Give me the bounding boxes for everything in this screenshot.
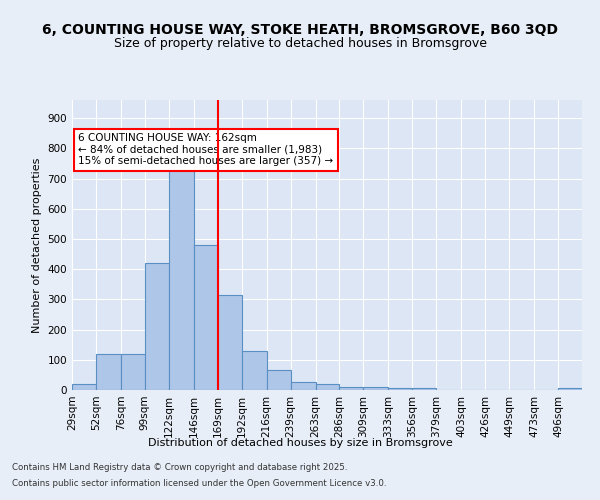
Bar <box>266 370 290 390</box>
Bar <box>388 388 412 390</box>
Text: Contains public sector information licensed under the Open Government Licence v3: Contains public sector information licen… <box>12 478 386 488</box>
Text: Distribution of detached houses by size in Bromsgrove: Distribution of detached houses by size … <box>148 438 452 448</box>
Text: 6, COUNTING HOUSE WAY, STOKE HEATH, BROMSGROVE, B60 3QD: 6, COUNTING HOUSE WAY, STOKE HEATH, BROM… <box>42 22 558 36</box>
Y-axis label: Number of detached properties: Number of detached properties <box>32 158 42 332</box>
Bar <box>218 295 242 390</box>
Bar <box>194 245 218 390</box>
Bar <box>145 263 169 390</box>
Text: 6 COUNTING HOUSE WAY: 162sqm
← 84% of detached houses are smaller (1,983)
15% of: 6 COUNTING HOUSE WAY: 162sqm ← 84% of de… <box>78 133 334 166</box>
Bar <box>340 387 364 390</box>
Bar <box>316 384 340 390</box>
Bar <box>364 387 388 390</box>
Bar <box>558 388 582 390</box>
Bar <box>169 170 194 390</box>
Bar <box>96 354 121 390</box>
Bar <box>242 350 266 390</box>
Bar <box>121 354 145 390</box>
Text: Size of property relative to detached houses in Bromsgrove: Size of property relative to detached ho… <box>113 38 487 51</box>
Bar <box>290 382 316 390</box>
Bar <box>412 388 436 390</box>
Text: Contains HM Land Registry data © Crown copyright and database right 2025.: Contains HM Land Registry data © Crown c… <box>12 464 347 472</box>
Bar <box>72 384 96 390</box>
